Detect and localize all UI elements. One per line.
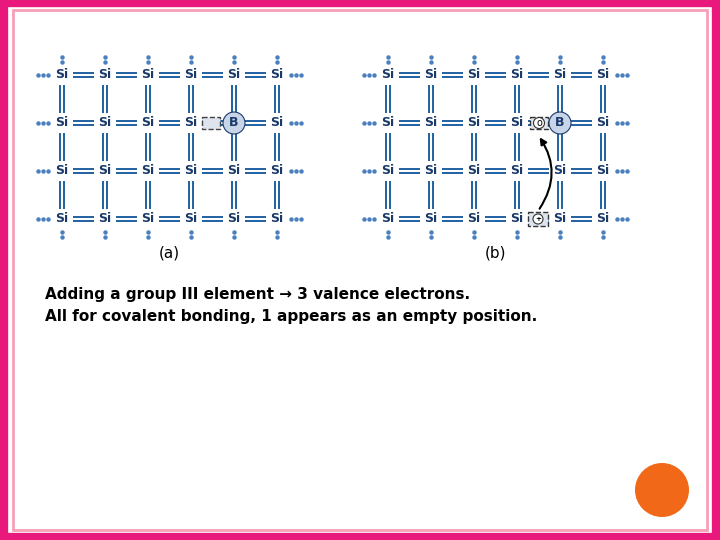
Text: Si: Si [184,69,197,82]
Text: Si: Si [184,213,197,226]
Text: Adding a group III element → 3 valence electrons.: Adding a group III element → 3 valence e… [45,287,470,301]
Text: Si: Si [510,69,523,82]
Text: Si: Si [55,165,68,178]
FancyBboxPatch shape [528,212,548,226]
FancyBboxPatch shape [202,117,220,129]
Text: Si: Si [99,69,112,82]
Circle shape [533,214,543,224]
Text: Si: Si [184,117,197,130]
Text: Si: Si [554,69,567,82]
Text: All for covalent bonding, 1 appears as an empty position.: All for covalent bonding, 1 appears as a… [45,308,537,323]
Text: Si: Si [382,213,395,226]
Text: Si: Si [55,117,68,130]
Text: Si: Si [55,69,68,82]
Circle shape [549,112,571,134]
Text: Si: Si [184,165,197,178]
Text: Si: Si [596,165,610,178]
Text: Si: Si [467,165,480,178]
Text: Si: Si [467,69,480,82]
Text: Si: Si [271,69,284,82]
Text: Si: Si [510,117,523,130]
Text: Si: Si [467,213,480,226]
Text: Si: Si [99,165,112,178]
Text: Si: Si [99,117,112,130]
Text: Si: Si [596,213,610,226]
Text: Si: Si [424,117,438,130]
Text: B: B [229,117,239,130]
Text: Si: Si [596,69,610,82]
Text: Si: Si [424,213,438,226]
Circle shape [223,112,245,134]
Text: Si: Si [510,165,523,178]
Circle shape [635,463,689,517]
Text: Si: Si [596,117,610,130]
Text: Si: Si [228,213,240,226]
Text: Si: Si [271,117,284,130]
Text: Si: Si [141,165,155,178]
Circle shape [534,118,544,129]
Text: +: + [535,216,541,222]
Text: Si: Si [141,69,155,82]
Text: Si: Si [55,213,68,226]
Text: Si: Si [424,165,438,178]
Text: Si: Si [271,213,284,226]
Text: Si: Si [424,69,438,82]
Text: Si: Si [99,213,112,226]
Text: Si: Si [141,117,155,130]
Text: (a): (a) [159,246,180,260]
Text: (b): (b) [485,246,506,260]
Text: o: o [536,118,542,128]
Text: Si: Si [554,213,567,226]
FancyBboxPatch shape [530,117,548,129]
Text: Si: Si [228,69,240,82]
Text: B: B [555,117,564,130]
Text: Si: Si [554,165,567,178]
Text: Si: Si [228,165,240,178]
Text: Si: Si [510,213,523,226]
Text: Si: Si [382,117,395,130]
Text: Si: Si [382,165,395,178]
Text: Si: Si [271,165,284,178]
Text: Si: Si [141,213,155,226]
Text: Si: Si [467,117,480,130]
Text: Si: Si [382,69,395,82]
